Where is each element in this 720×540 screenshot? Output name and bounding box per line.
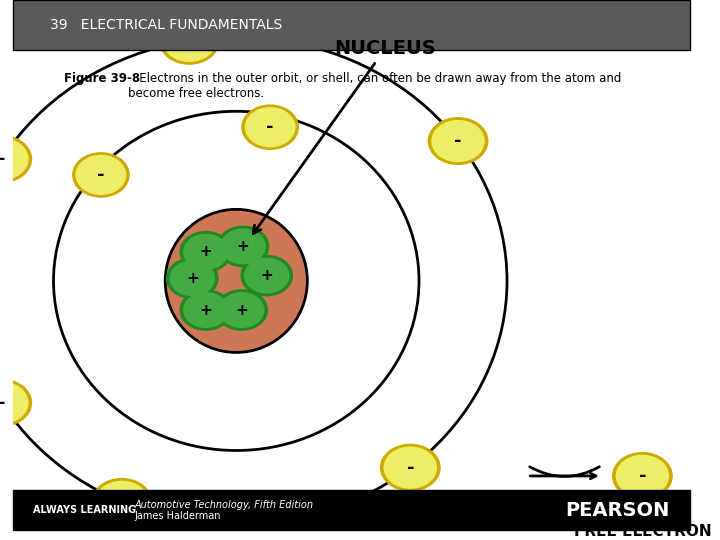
Text: -: - <box>0 150 6 168</box>
Circle shape <box>76 156 125 194</box>
Text: ALWAYS LEARNING: ALWAYS LEARNING <box>33 505 136 515</box>
Circle shape <box>96 482 148 522</box>
Circle shape <box>428 118 487 164</box>
Circle shape <box>613 453 672 499</box>
Circle shape <box>167 258 218 298</box>
Circle shape <box>163 21 215 61</box>
Text: -: - <box>186 32 193 50</box>
Text: +: + <box>237 239 249 254</box>
Circle shape <box>221 230 265 264</box>
Text: -: - <box>454 132 462 150</box>
Text: -: - <box>97 166 104 184</box>
FancyBboxPatch shape <box>13 0 690 50</box>
Circle shape <box>242 105 298 149</box>
Circle shape <box>180 232 231 272</box>
Text: +: + <box>199 302 212 318</box>
Text: -: - <box>118 493 125 511</box>
Circle shape <box>246 108 294 146</box>
Circle shape <box>432 121 484 161</box>
Text: -: - <box>0 394 6 412</box>
Circle shape <box>0 139 27 179</box>
Circle shape <box>216 290 267 330</box>
Circle shape <box>184 235 228 269</box>
Circle shape <box>73 153 129 197</box>
Text: Electrons in the outer orbit, or shell, can often be drawn away from the atom an: Electrons in the outer orbit, or shell, … <box>128 71 621 99</box>
Circle shape <box>180 290 231 330</box>
Text: FREE ELECTRON: FREE ELECTRON <box>574 524 711 538</box>
Text: 39   ELECTRICAL FUNDAMENTALS: 39 ELECTRICAL FUNDAMENTALS <box>50 18 282 32</box>
Circle shape <box>245 259 289 293</box>
Circle shape <box>381 444 440 491</box>
FancyBboxPatch shape <box>13 490 690 530</box>
Text: -: - <box>266 118 274 136</box>
Text: Automotive Technology, Fifth Edition: Automotive Technology, Fifth Edition <box>135 500 314 510</box>
Circle shape <box>384 448 436 488</box>
Text: -: - <box>407 458 414 477</box>
Circle shape <box>241 255 292 295</box>
Circle shape <box>0 383 27 423</box>
Text: +: + <box>199 244 212 259</box>
Circle shape <box>160 18 219 64</box>
Text: NUCLEUS: NUCLEUS <box>253 39 436 234</box>
Text: +: + <box>186 271 199 286</box>
Text: James Halderman: James Halderman <box>135 511 221 521</box>
Text: Figure 39-8: Figure 39-8 <box>63 71 140 85</box>
Text: -: - <box>639 467 646 485</box>
Circle shape <box>0 380 32 426</box>
Circle shape <box>0 136 32 182</box>
Circle shape <box>220 293 264 327</box>
Text: +: + <box>261 268 273 283</box>
Circle shape <box>217 226 269 266</box>
Circle shape <box>184 293 228 327</box>
Text: +: + <box>235 302 248 318</box>
Circle shape <box>92 478 151 525</box>
Text: PEARSON: PEARSON <box>565 501 670 520</box>
Circle shape <box>171 261 214 295</box>
Circle shape <box>616 456 668 496</box>
Ellipse shape <box>165 210 307 353</box>
